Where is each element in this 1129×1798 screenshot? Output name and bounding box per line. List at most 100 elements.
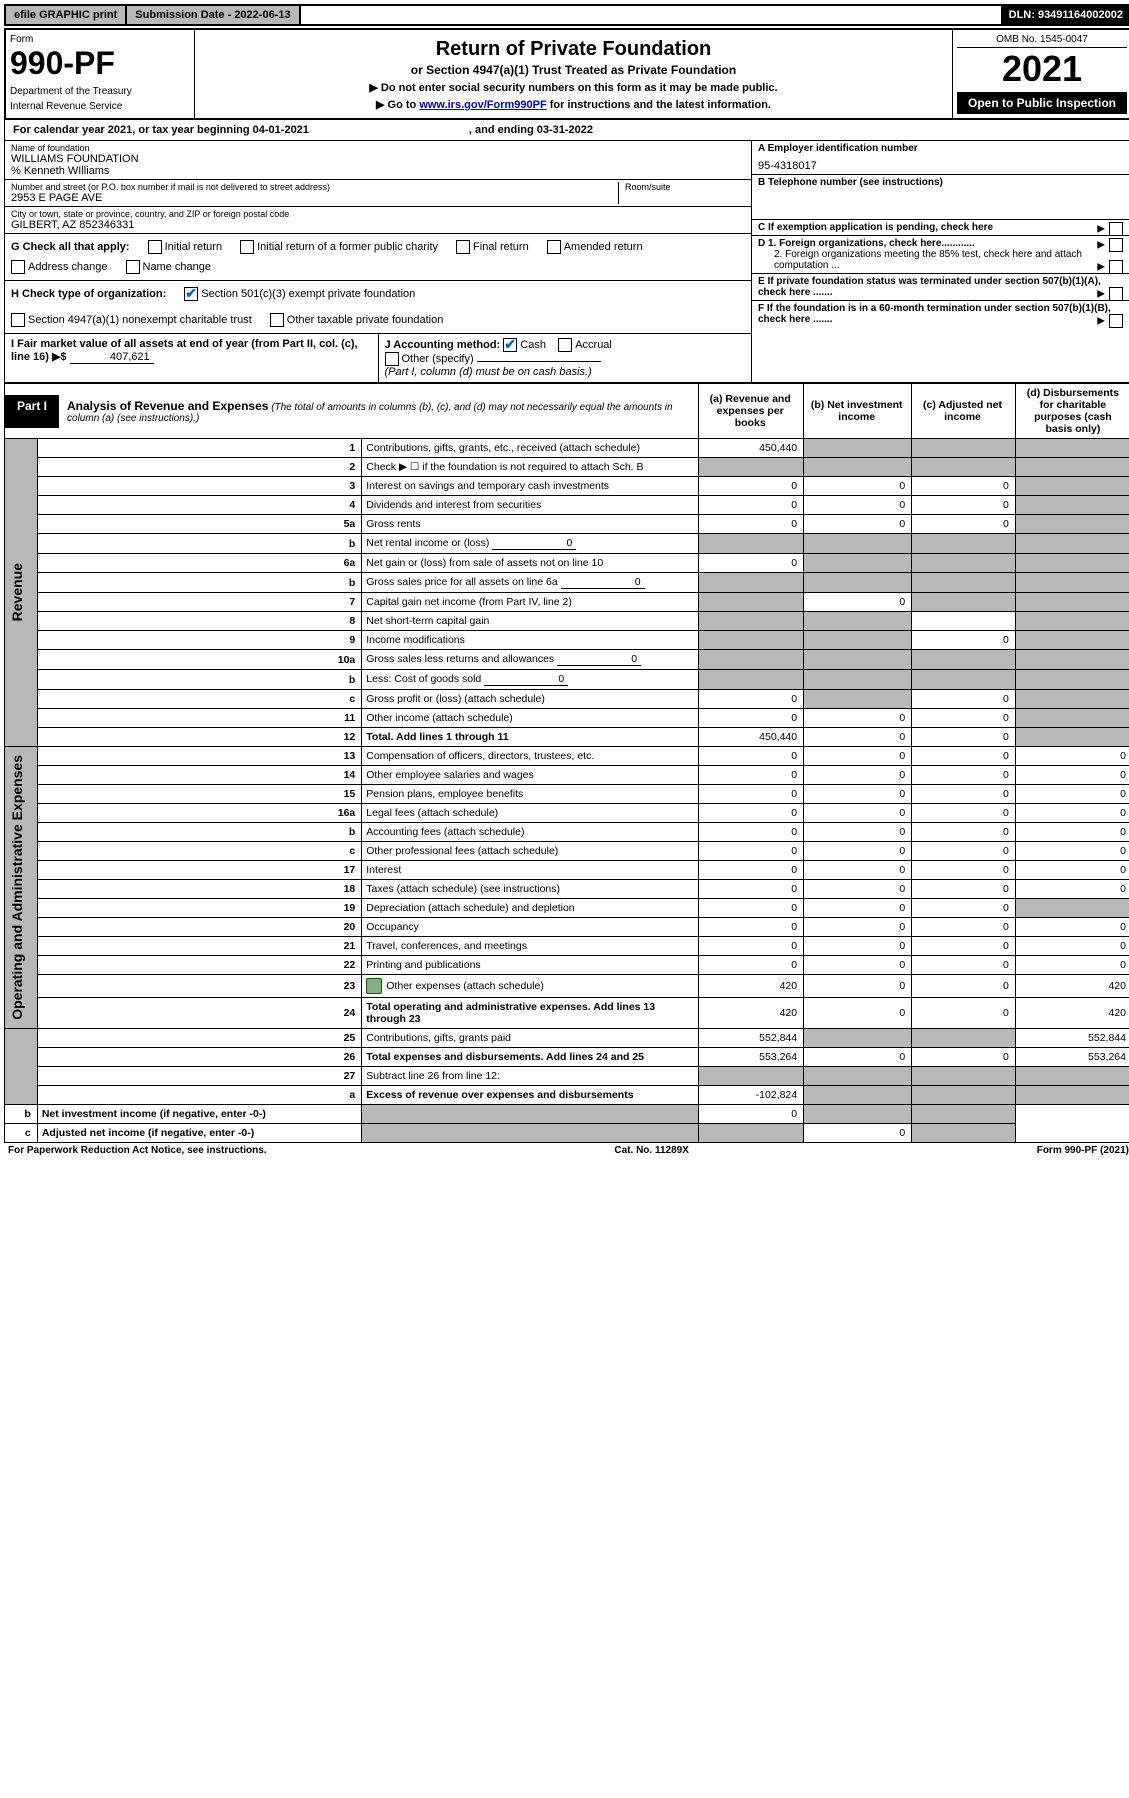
- row-description: Subtract line 26 from line 12:: [362, 1067, 699, 1086]
- row-description: Net gain or (loss) from sale of assets n…: [362, 554, 699, 573]
- header-right: OMB No. 1545-0047 2021 Open to Public In…: [952, 30, 1129, 118]
- table-row: 3Interest on savings and temporary cash …: [5, 477, 1129, 496]
- amount-col-c: 0: [912, 823, 1016, 842]
- g-initial-former[interactable]: Initial return of a former public charit…: [240, 240, 438, 254]
- row-number: c: [37, 842, 361, 861]
- irs-link[interactable]: www.irs.gov/Form990PF: [419, 99, 546, 111]
- amount-col-d: [1015, 534, 1129, 554]
- form-990pf-year: Form 990-PF (2021): [1037, 1145, 1129, 1156]
- f-cell: F If the foundation is in a 60-month ter…: [752, 301, 1129, 327]
- amount-col-d: [1015, 496, 1129, 515]
- amount-col-c: [912, 534, 1016, 554]
- row-number: 24: [37, 998, 361, 1029]
- amount-col-c: 0: [912, 1048, 1016, 1067]
- row-number: 14: [37, 766, 361, 785]
- entity-info-block: Name of foundation WILLIAMS FOUNDATION %…: [4, 141, 1129, 383]
- amount-col-a: 0: [699, 880, 804, 899]
- row-number: 4: [37, 496, 361, 515]
- table-row: 15Pension plans, employee benefits0000: [5, 785, 1129, 804]
- amount-col-b: 0: [804, 477, 912, 496]
- table-row: 14Other employee salaries and wages0000: [5, 766, 1129, 785]
- amount-col-b: 0: [804, 747, 912, 766]
- amount-col-a: 420: [699, 975, 804, 998]
- row-number: 11: [37, 709, 361, 728]
- amount-col-a: [699, 670, 804, 690]
- row-description: Contributions, gifts, grants paid: [362, 1029, 699, 1048]
- amount-col-d: [1015, 458, 1129, 477]
- amount-col-c: 0: [912, 747, 1016, 766]
- amount-col-c: 0: [912, 709, 1016, 728]
- amount-col-d: [1015, 554, 1129, 573]
- g-address-change[interactable]: Address change: [11, 260, 108, 274]
- amount-col-a: 0: [699, 842, 804, 861]
- amount-col-c: [912, 670, 1016, 690]
- amount-col-a: [699, 631, 804, 650]
- amount-col-b: 0: [804, 899, 912, 918]
- amount-col-c: 0: [912, 804, 1016, 823]
- amount-col-b: 0: [804, 998, 912, 1029]
- table-row: 18Taxes (attach schedule) (see instructi…: [5, 880, 1129, 899]
- part1-label: Part I: [5, 395, 59, 428]
- amount-col-a: [362, 1105, 699, 1124]
- amount-col-a: [699, 458, 804, 477]
- amount-col-b: 0: [804, 728, 912, 747]
- j-accrual[interactable]: Accrual: [558, 339, 612, 351]
- h-other-taxable[interactable]: Other taxable private foundation: [270, 313, 444, 327]
- ssn-note: ▶ Do not enter social security numbers o…: [201, 81, 946, 94]
- amount-col-d: [1015, 631, 1129, 650]
- row-number: b: [37, 823, 361, 842]
- amount-col-b: 0: [804, 785, 912, 804]
- row-number: b: [37, 670, 361, 690]
- amount-col-d: 553,264: [1015, 1048, 1129, 1067]
- table-row: 24Total operating and administrative exp…: [5, 998, 1129, 1029]
- g-amended[interactable]: Amended return: [547, 240, 643, 254]
- table-row: bNet rental income or (loss) 0: [5, 534, 1129, 554]
- table-row: 27Subtract line 26 from line 12:: [5, 1067, 1129, 1086]
- row-description: Net investment income (if negative, ente…: [37, 1105, 361, 1124]
- g-name-change[interactable]: Name change: [126, 260, 212, 274]
- header-center: Return of Private Foundation or Section …: [195, 30, 952, 118]
- g-initial[interactable]: Initial return: [148, 240, 222, 254]
- h-4947[interactable]: Section 4947(a)(1) nonexempt charitable …: [11, 313, 252, 327]
- d2-checkbox[interactable]: ▶: [1097, 260, 1126, 274]
- row-description: Legal fees (attach schedule): [362, 804, 699, 823]
- g-final[interactable]: Final return: [456, 240, 529, 254]
- amount-col-a: 0: [699, 937, 804, 956]
- row-description: Adjusted net income (if negative, enter …: [37, 1124, 361, 1143]
- col-d-header: (d) Disbursements for charitable purpose…: [1015, 384, 1129, 439]
- amount-col-a: 0: [699, 515, 804, 534]
- c-checkbox[interactable]: ▶: [1097, 222, 1126, 236]
- row-description: Total operating and administrative expen…: [362, 998, 699, 1029]
- j-other[interactable]: Other (specify): [385, 353, 474, 365]
- j-cash[interactable]: Cash: [503, 339, 546, 351]
- table-row: bAccounting fees (attach schedule)0000: [5, 823, 1129, 842]
- attachment-icon[interactable]: [366, 978, 382, 994]
- i-cell: I Fair market value of all assets at end…: [5, 334, 379, 382]
- row-number: 2: [37, 458, 361, 477]
- amount-col-a: [699, 534, 804, 554]
- efile-print-label[interactable]: efile GRAPHIC print: [6, 6, 127, 24]
- amount-col-a: 0: [699, 496, 804, 515]
- amount-col-a: 420: [699, 998, 804, 1029]
- h-501c3[interactable]: Section 501(c)(3) exempt private foundat…: [184, 287, 415, 301]
- amount-col-d: 0: [1015, 861, 1129, 880]
- row-number: 1: [37, 439, 361, 458]
- col-b-header: (b) Net investment income: [804, 384, 912, 439]
- c-label: C If exemption application is pending, c…: [758, 222, 993, 233]
- d1-checkbox[interactable]: ▶: [1097, 238, 1126, 252]
- e-checkbox[interactable]: ▶: [1097, 287, 1126, 301]
- row-number: 23: [37, 975, 361, 998]
- amount-col-c: [912, 593, 1016, 612]
- amount-col-b: [804, 690, 912, 709]
- row-number: c: [37, 690, 361, 709]
- f-checkbox[interactable]: ▶: [1097, 314, 1126, 328]
- foundation-name-cell: Name of foundation WILLIAMS FOUNDATION %…: [5, 141, 751, 180]
- tax-year: 2021: [957, 48, 1127, 90]
- row-description: Gross sales less returns and allowances …: [362, 650, 699, 670]
- row-number: 19: [37, 899, 361, 918]
- amount-col-d: [1015, 439, 1129, 458]
- amount-col-d: [1015, 899, 1129, 918]
- table-row: cOther professional fees (attach schedul…: [5, 842, 1129, 861]
- table-row: cGross profit or (loss) (attach schedule…: [5, 690, 1129, 709]
- table-row: 16aLegal fees (attach schedule)0000: [5, 804, 1129, 823]
